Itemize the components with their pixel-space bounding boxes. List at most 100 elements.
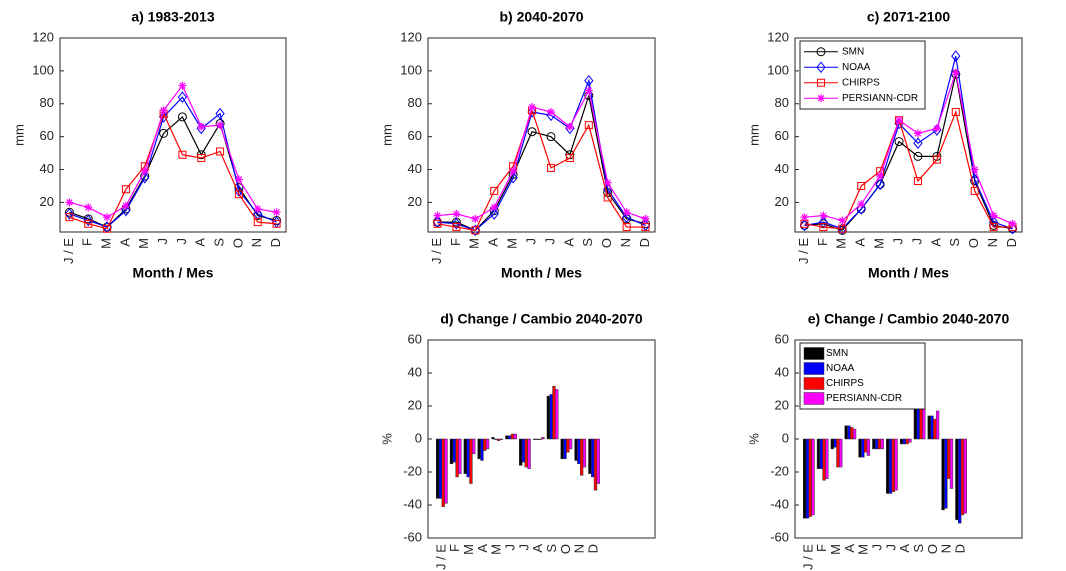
- marker: [490, 186, 499, 195]
- marker: [546, 163, 555, 172]
- chart-title: c) 2071-2100: [867, 9, 951, 25]
- bar: [491, 437, 495, 440]
- bar: [588, 438, 592, 474]
- x-tick-label: J: [909, 238, 924, 245]
- x-tick-label: J: [542, 238, 557, 245]
- x-tick-label: A: [928, 238, 943, 247]
- y-tick-label: 0: [782, 430, 789, 445]
- bar: [822, 438, 826, 481]
- x-tick-label: J / E: [796, 238, 811, 264]
- y-tick-label: 120: [767, 29, 789, 44]
- y-axis-label: mm: [11, 124, 26, 146]
- bar: [902, 438, 906, 445]
- marker: [121, 185, 130, 194]
- bar: [930, 415, 934, 440]
- bar: [808, 438, 812, 517]
- bar: [449, 438, 454, 464]
- y-tick-label: 40: [775, 161, 789, 176]
- x-tick-label: J: [516, 544, 531, 551]
- x-tick-label: S: [911, 544, 926, 553]
- marker: [857, 200, 866, 209]
- bar: [830, 438, 834, 450]
- x-tick-label: D: [637, 238, 652, 247]
- marker: [64, 208, 75, 220]
- bar: [552, 385, 556, 440]
- x-tick-label: S: [580, 238, 595, 247]
- chart-title: d) Change / Cambio 2040-2070: [440, 311, 643, 327]
- panel: d) Change / Cambio 2040-2070% -60 -40 -20 0 2…: [379, 311, 656, 570]
- bar: [560, 438, 564, 460]
- marker: [913, 177, 922, 186]
- x-tick-label: O: [230, 238, 245, 248]
- y-tick-label: 120: [400, 29, 422, 44]
- marker-stroke: [122, 202, 130, 209]
- marker-stroke: [566, 123, 574, 131]
- x-tick-label: M: [834, 238, 849, 249]
- bar: [833, 438, 837, 448]
- panel: c) 2071-2100 mm Month / Mes 20 40 60 80 100 120 J…: [746, 9, 1023, 281]
- bar: [836, 438, 840, 468]
- marker: [65, 213, 74, 222]
- legend-marker: [816, 61, 826, 74]
- marker: [913, 129, 922, 138]
- y-tick-label: 60: [408, 331, 422, 346]
- marker: [433, 211, 442, 220]
- bar: [839, 438, 843, 468]
- legend-label: NOAA: [826, 363, 855, 374]
- marker: [621, 211, 632, 224]
- marker: [103, 224, 112, 233]
- bar: [541, 437, 545, 440]
- marker-stroke: [179, 82, 186, 89]
- marker: [622, 208, 631, 217]
- marker-stroke: [952, 69, 960, 76]
- marker: [989, 211, 998, 220]
- x-axis-label: Month / Mes: [133, 265, 214, 281]
- marker: [216, 121, 225, 130]
- bar: [863, 438, 868, 453]
- y-tick-label: -20: [403, 463, 422, 478]
- bar: [472, 438, 476, 455]
- marker: [838, 216, 847, 225]
- legend-marker: [817, 94, 825, 103]
- chart-title: a) 1983-2013: [131, 9, 215, 25]
- x-tick-label: J: [890, 238, 905, 245]
- marker-stroke: [585, 87, 593, 94]
- marker-stroke: [623, 209, 630, 216]
- bar: [510, 433, 515, 440]
- bar: [524, 438, 528, 468]
- bar: [811, 438, 815, 516]
- bar: [886, 438, 890, 494]
- x-tick-label: O: [599, 238, 614, 248]
- x-tick-label: J / E: [429, 238, 444, 264]
- marker-stroke: [85, 204, 92, 211]
- series-line: [437, 88, 646, 220]
- marker: [452, 209, 461, 218]
- y-tick-label: 60: [775, 331, 789, 346]
- marker: [970, 165, 979, 174]
- bar: [532, 438, 537, 440]
- x-tick-label: F: [814, 544, 829, 552]
- legend-swatch: [803, 362, 825, 375]
- bar: [891, 438, 895, 493]
- marker-stroke: [160, 107, 167, 114]
- marker: [215, 107, 225, 120]
- marker-stroke: [66, 199, 73, 206]
- marker: [622, 223, 631, 232]
- y-tick-label: 20: [408, 194, 422, 209]
- chart-title: e) Change / Cambio 2040-2070: [808, 311, 1010, 327]
- bar: [933, 418, 937, 440]
- marker: [875, 178, 885, 191]
- marker-stroke: [273, 209, 280, 216]
- bar: [927, 415, 931, 440]
- bar: [507, 435, 512, 440]
- marker: [490, 203, 499, 212]
- marker-stroke: [103, 213, 111, 221]
- marker: [216, 147, 225, 156]
- marker-stroke: [604, 179, 611, 186]
- marker: [603, 178, 612, 187]
- marker-stroke: [933, 125, 941, 132]
- x-tick-label: J / E: [61, 238, 76, 264]
- marker: [234, 190, 243, 199]
- marker: [546, 107, 555, 116]
- marker: [913, 137, 923, 150]
